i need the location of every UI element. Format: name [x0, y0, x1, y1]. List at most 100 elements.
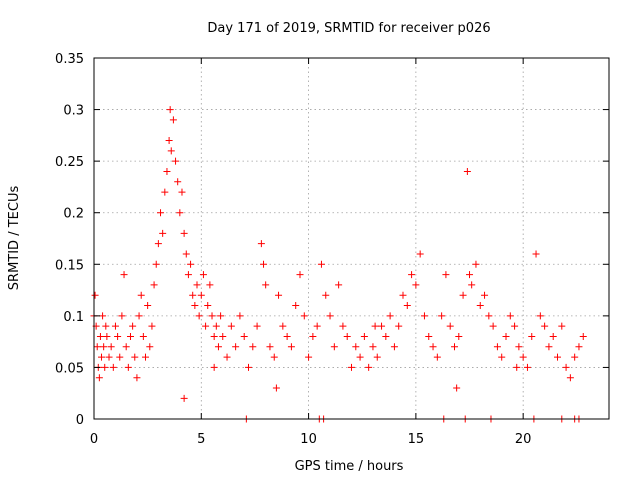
data-point	[575, 343, 583, 351]
data-point	[272, 384, 280, 392]
data-point	[390, 343, 398, 351]
data-point	[182, 250, 190, 258]
data-point	[150, 281, 158, 289]
data-point	[111, 322, 119, 330]
data-point	[382, 332, 390, 340]
data-point	[129, 322, 137, 330]
data-point	[172, 157, 180, 165]
data-point	[99, 312, 107, 320]
y-tick-label: 0.05	[55, 361, 84, 376]
data-point	[369, 343, 377, 351]
y-tick-label: 0.3	[63, 104, 84, 119]
data-point	[296, 271, 304, 279]
data-point	[105, 353, 113, 361]
data-point	[159, 229, 167, 237]
x-tick-label: 0	[90, 432, 98, 447]
data-point	[176, 209, 184, 217]
data-point	[579, 332, 587, 340]
data-point	[275, 291, 283, 299]
data-point	[219, 332, 227, 340]
data-point	[541, 322, 549, 330]
data-point	[184, 271, 192, 279]
data-point	[360, 332, 368, 340]
data-point	[178, 188, 186, 196]
data-point	[114, 332, 122, 340]
data-point	[253, 322, 261, 330]
data-point	[416, 250, 424, 258]
data-point	[335, 281, 343, 289]
data-point	[95, 374, 103, 382]
y-tick-label: 0	[76, 413, 84, 428]
x-tick-label: 10	[300, 432, 317, 447]
data-point	[144, 302, 152, 310]
data-point	[317, 260, 325, 268]
data-point	[260, 260, 268, 268]
data-point	[442, 271, 450, 279]
data-point	[195, 312, 203, 320]
data-point	[101, 363, 109, 371]
data-point	[459, 291, 467, 299]
data-point	[148, 322, 156, 330]
data-point	[463, 167, 471, 175]
data-point	[204, 302, 212, 310]
data-point	[549, 332, 557, 340]
data-point	[103, 332, 111, 340]
data-point	[513, 363, 521, 371]
data-point	[266, 343, 274, 351]
data-point	[313, 322, 321, 330]
data-point	[554, 353, 561, 361]
data-point	[93, 343, 101, 351]
data-point	[476, 302, 484, 310]
data-point	[536, 312, 544, 320]
x-tick-label: 20	[515, 432, 532, 447]
data-point	[446, 322, 454, 330]
axis-ticks: 0 0.05 0.1 0.15 0.2 0.25 0.3 0.35 0 5 10 15 20	[55, 52, 609, 447]
data-point	[378, 322, 386, 330]
data-point	[412, 281, 420, 289]
data-point	[193, 281, 201, 289]
data-point	[102, 322, 110, 330]
data-point	[227, 322, 235, 330]
data-point	[466, 271, 474, 279]
data-point	[498, 353, 506, 361]
data-point	[197, 291, 205, 299]
data-point	[154, 240, 162, 248]
data-point	[199, 271, 207, 279]
data-point	[187, 260, 195, 268]
chart-title: Day 171 of 2019, SRMTID for receiver p02…	[207, 21, 490, 36]
data-point	[161, 188, 169, 196]
data-point	[180, 394, 188, 402]
x-tick-label: 5	[197, 432, 205, 447]
data-point	[386, 312, 394, 320]
data-point	[558, 322, 566, 330]
data-points	[90, 106, 587, 423]
data-point	[399, 291, 407, 299]
data-point	[116, 353, 124, 361]
data-point	[528, 332, 536, 340]
data-point	[157, 209, 165, 217]
data-point	[356, 353, 364, 361]
data-point	[107, 343, 115, 351]
data-point	[208, 312, 216, 320]
data-point	[420, 312, 428, 320]
data-point	[165, 137, 173, 145]
data-point	[146, 343, 154, 351]
data-point	[506, 312, 514, 320]
data-point	[120, 271, 128, 279]
data-point	[523, 363, 531, 371]
data-point	[502, 332, 510, 340]
data-point	[348, 363, 355, 371]
data-point	[343, 332, 351, 340]
data-point	[545, 343, 553, 351]
data-point	[167, 147, 175, 155]
data-point	[210, 332, 218, 340]
data-point	[96, 332, 104, 340]
data-point	[305, 353, 313, 361]
data-point	[257, 240, 265, 248]
data-point	[137, 291, 145, 299]
data-point	[472, 260, 480, 268]
data-point	[169, 116, 177, 124]
data-point	[262, 281, 270, 289]
data-point	[326, 312, 334, 320]
